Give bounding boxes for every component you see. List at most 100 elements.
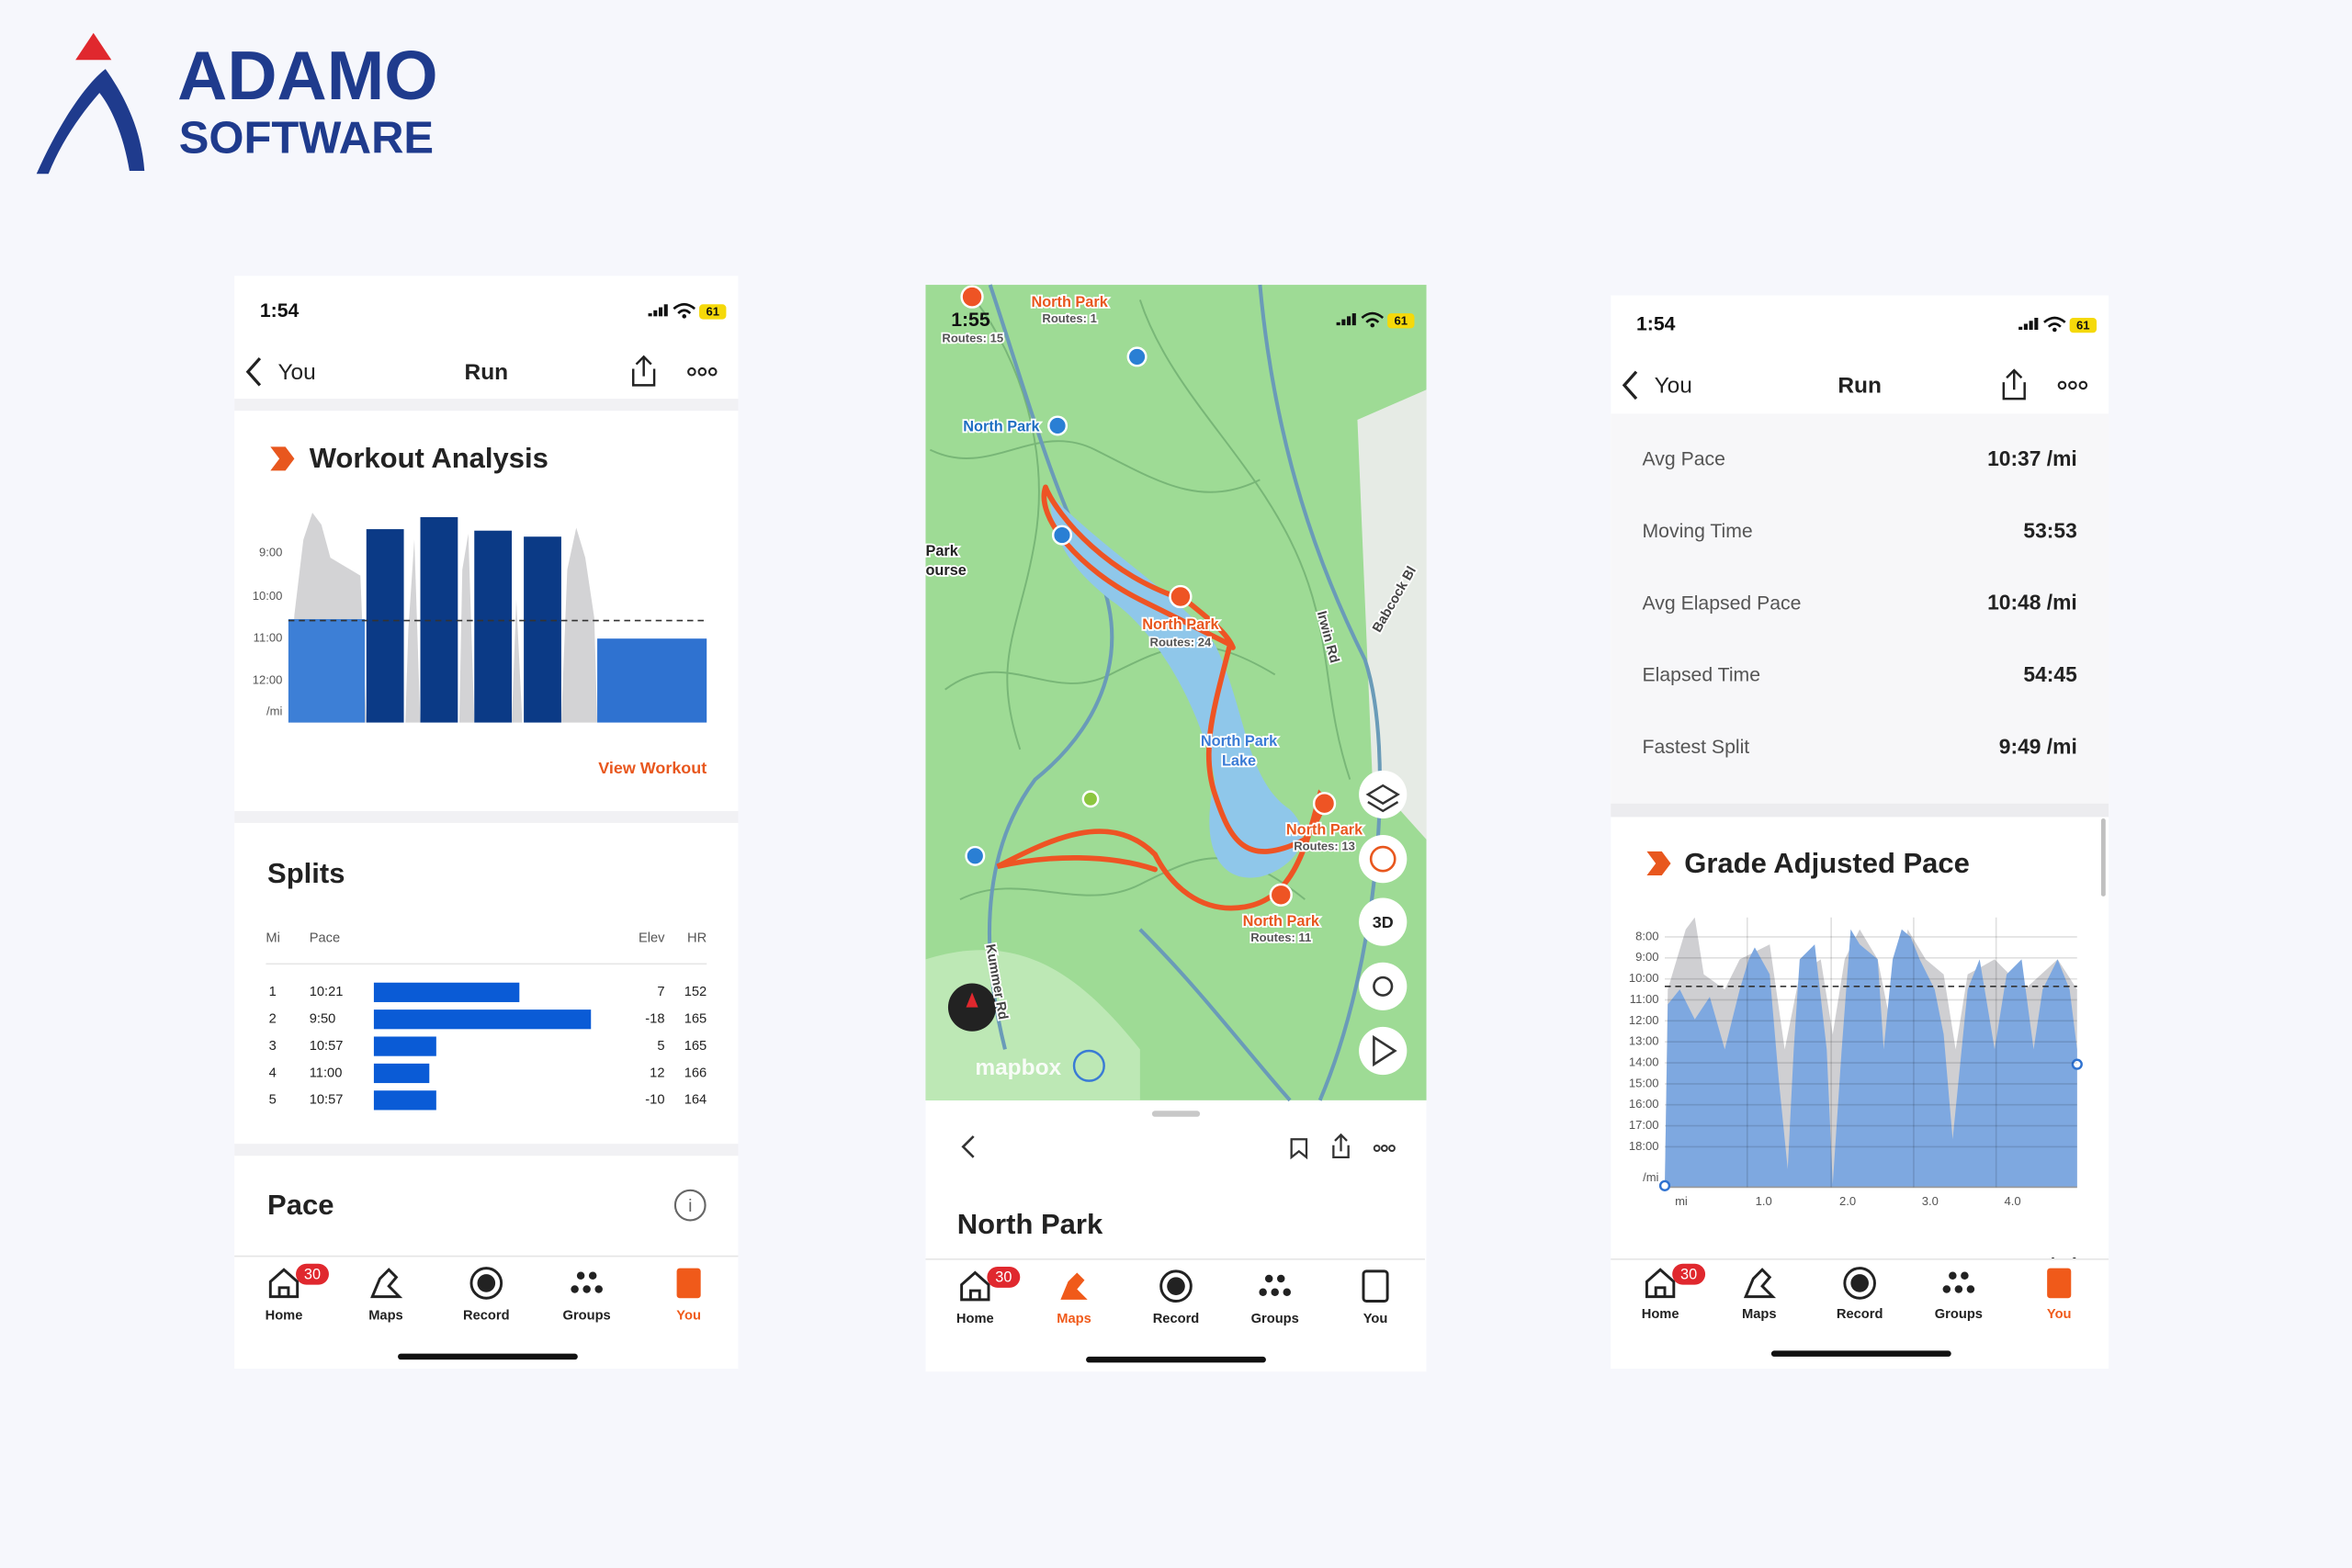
heatmap-button[interactable] (1359, 834, 1408, 884)
tab-item[interactable]: Record (1153, 1269, 1200, 1326)
back-icon[interactable] (961, 1135, 975, 1158)
tab-item[interactable]: You (676, 1268, 701, 1324)
tab-item[interactable]: Groups (1935, 1271, 1983, 1323)
route-pin[interactable] (960, 285, 984, 309)
tab-item[interactable]: Home (1642, 1268, 1679, 1322)
tab-label: Record (1153, 1312, 1200, 1326)
back-label[interactable]: You (1655, 374, 1692, 399)
tab-item[interactable]: You (1362, 1269, 1389, 1326)
play-button[interactable] (1359, 1026, 1408, 1076)
link[interactable]: View Workout (598, 759, 707, 777)
dot (1373, 1145, 1381, 1152)
share-icon[interactable] (1332, 1133, 1350, 1158)
split-hr: 165 (684, 1039, 707, 1054)
stat-value: 9:49 /mi (1999, 734, 2077, 758)
status-time: 1:55 (951, 310, 990, 331)
lake (1049, 494, 1303, 878)
maps-icon (1743, 1268, 1777, 1299)
three-d-button[interactable] (1359, 897, 1408, 946)
y-axis-label: 10:00 (253, 589, 283, 603)
tab-item[interactable]: Maps (368, 1268, 403, 1324)
badge (296, 1263, 329, 1285)
route-pin[interactable] (1269, 883, 1293, 907)
tab-item[interactable]: You (2047, 1268, 2072, 1322)
back-icon[interactable] (1622, 370, 1638, 400)
map-controls: 3D (1359, 770, 1408, 1076)
info-icon[interactable] (1072, 1049, 1105, 1082)
record-icon (1843, 1267, 1876, 1300)
logo-text: SOFTWARE (179, 113, 434, 163)
map-label: North Park (963, 418, 1040, 434)
tab-item[interactable]: Home (266, 1268, 303, 1324)
tab-item[interactable]: Maps (1057, 1272, 1091, 1326)
maps-icon (370, 1268, 403, 1299)
split-mile: 1 (269, 985, 277, 999)
tab-item[interactable]: Record (463, 1267, 510, 1324)
share-icon[interactable] (2002, 368, 2026, 400)
record-dot (477, 1274, 496, 1292)
back-label[interactable]: You (277, 360, 315, 385)
tab-item[interactable]: Record (1837, 1267, 1883, 1322)
route-pin[interactable] (1169, 584, 1193, 609)
poi-pin[interactable] (1126, 346, 1148, 367)
section-title: Workout Analysis (310, 442, 548, 474)
groups-dot (1259, 1288, 1267, 1296)
more-icon[interactable] (2057, 380, 2088, 390)
more-icon[interactable] (687, 367, 718, 377)
signal-bar (1336, 321, 1340, 326)
tab-label: Record (463, 1309, 510, 1324)
home-indicator (1770, 1350, 1951, 1357)
logo-mark (36, 69, 145, 175)
badge-count: 30 (995, 1269, 1012, 1286)
back-icon[interactable] (245, 356, 262, 387)
bookmark-icon[interactable] (1290, 1138, 1308, 1160)
attribution: mapbox (975, 1055, 1061, 1080)
locate-button[interactable] (1359, 962, 1408, 1010)
tab-label: Groups (563, 1309, 611, 1324)
route-pin[interactable] (1312, 792, 1337, 816)
sheet-handle[interactable] (1151, 1111, 1201, 1117)
groups-dot (576, 1271, 585, 1280)
more-icon[interactable] (1373, 1145, 1396, 1152)
split-band (366, 529, 404, 723)
poi-pin[interactable] (965, 845, 986, 866)
compass-needle (966, 992, 978, 1008)
y-axis-label: 11:00 (1630, 992, 1659, 1006)
record-dot (1167, 1277, 1185, 1295)
layers-button[interactable] (1359, 770, 1408, 819)
tab-item[interactable]: Home (956, 1270, 994, 1326)
tab-label: Groups (1935, 1307, 1983, 1322)
x-axis-label: 4.0 (2005, 1194, 2021, 1208)
stat-label: Elapsed Time (1643, 665, 1760, 686)
share-icon[interactable] (632, 355, 656, 387)
play-icon (1373, 1034, 1397, 1067)
poi-pin[interactable] (1051, 525, 1072, 546)
wifi-dot (1370, 322, 1375, 328)
info-icon[interactable] (673, 1189, 707, 1222)
badge-count: 30 (1680, 1266, 1697, 1282)
battery-level: 61 (706, 305, 719, 319)
poi-pin[interactable] (1047, 415, 1069, 436)
battery-level: 61 (2076, 318, 2090, 332)
tab-label: Home (956, 1312, 994, 1326)
home-indicator (398, 1353, 578, 1360)
divider (234, 399, 739, 412)
you-icon (1362, 1269, 1389, 1303)
tab-item[interactable]: Groups (563, 1271, 611, 1324)
battery (2069, 317, 2098, 333)
tab-item[interactable]: Groups (1251, 1274, 1299, 1326)
stat-label: Avg Pace (1643, 449, 1725, 470)
battery (1387, 313, 1415, 329)
x-axis-label: 3.0 (1922, 1194, 1939, 1208)
column-header: HR (687, 931, 707, 945)
split-hr: 165 (684, 1012, 707, 1027)
section-icon (1646, 851, 1671, 876)
tab-item[interactable]: Maps (1742, 1268, 1777, 1322)
stat-value: 10:48 /mi (1987, 591, 2077, 615)
groups-dot (1961, 1271, 1969, 1280)
x-axis-label: 2.0 (1839, 1194, 1856, 1208)
split-band (597, 638, 707, 723)
stat-label: Avg Elapsed Pace (1643, 592, 1802, 614)
badge (987, 1266, 1021, 1288)
phone-screen: Workout Analysis View Workout Splits Pac… (234, 276, 739, 1369)
